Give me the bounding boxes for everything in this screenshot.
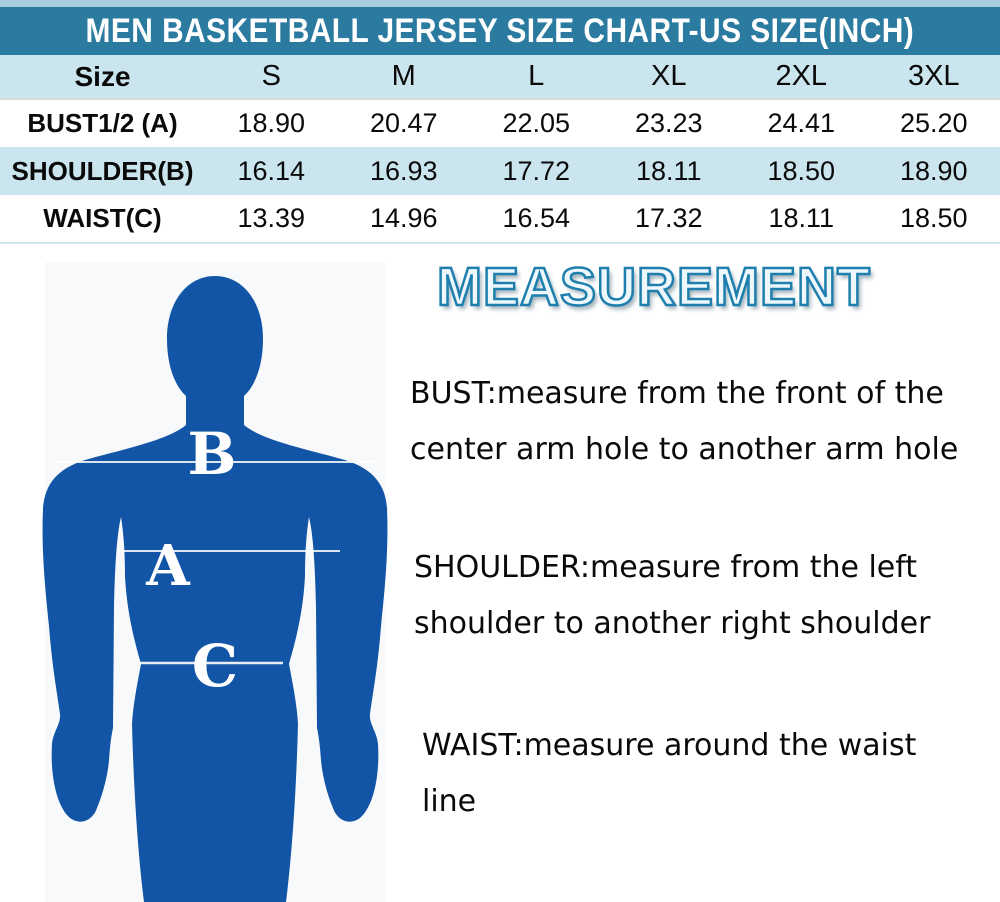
bust-instruction-line2: center arm hole to another arm hole: [410, 432, 959, 467]
row-label-shoulder: SHOULDER(B): [11, 155, 194, 186]
cell-bust-s: 18.90: [237, 108, 306, 138]
waist-instruction-line2: line: [422, 784, 477, 819]
size-table: Size S M L XL 2XL 3XL BUST1/2 (A) 18.90 …: [0, 55, 1000, 244]
waist-instruction-line1: WAIST:measure around the waist: [422, 728, 917, 763]
cell-bust-3xl: 25.20: [899, 108, 968, 138]
shoulder-instruction-line2: shoulder to another right shoulder: [414, 606, 931, 641]
cell-shoulder-l: 17.72: [502, 155, 571, 186]
bust-instruction-line1: BUST:measure from the front of the: [410, 376, 944, 411]
measurement-heading: MEASUREMENT: [436, 256, 872, 319]
col-header-3xl: 3XL: [907, 60, 960, 92]
figure-label-bust: A: [145, 533, 191, 599]
top-accent-strip: [0, 0, 1000, 7]
cell-bust-2xl: 24.41: [767, 108, 836, 138]
cell-bust-m: 20.47: [369, 108, 438, 138]
cell-shoulder-m: 16.93: [369, 155, 438, 186]
figure-label-shoulder: B: [187, 420, 236, 488]
shoulder-instruction-line1: SHOULDER:measure from the left: [414, 550, 918, 585]
cell-shoulder-s: 16.14: [237, 155, 306, 186]
waist-instruction: WAIST:measure around the waist line: [422, 718, 997, 830]
cell-waist-xl: 17.32: [634, 203, 703, 233]
cell-shoulder-xl: 18.11: [635, 155, 702, 186]
cell-bust-l: 22.05: [502, 108, 571, 138]
shoulder-instruction: SHOULDER:measure from the left shoulder …: [414, 540, 989, 652]
header-banner: MEN BASKETBALL JERSEY SIZE CHART-US SIZE…: [0, 7, 1000, 55]
body-shape-icon: [42, 276, 388, 902]
col-header-l: L: [528, 60, 545, 92]
cell-bust-xl: 23.23: [634, 108, 703, 138]
col-header-xl: XL: [651, 60, 687, 92]
size-table-header-row: Size S M L XL 2XL 3XL: [0, 55, 1000, 99]
bust-instruction: BUST:measure from the front of the cente…: [410, 366, 985, 478]
table-row-waist: WAIST(C) 13.39 14.96 16.54 17.32 18.11 1…: [0, 195, 1000, 243]
cell-shoulder-3xl: 18.90: [899, 155, 968, 186]
row-label-bust: BUST1/2 (A): [27, 108, 178, 138]
cell-waist-2xl: 18.11: [768, 203, 835, 233]
row-label-waist: WAIST(C): [43, 203, 162, 233]
cell-waist-s: 13.39: [237, 203, 306, 233]
cell-waist-m: 14.96: [369, 203, 438, 233]
male-body-silhouette: B A C: [42, 276, 388, 902]
col-header-m: M: [391, 60, 416, 92]
cell-waist-l: 16.54: [502, 203, 571, 233]
table-row-shoulder: SHOULDER(B) 16.14 16.93 17.72 18.11 18.5…: [0, 147, 1000, 195]
col-header-2xl: 2XL: [775, 60, 828, 92]
cell-shoulder-2xl: 18.50: [767, 155, 836, 186]
chart-title: MEN BASKETBALL JERSEY SIZE CHART-US SIZE…: [85, 11, 915, 50]
col-header-size: Size: [74, 60, 131, 92]
cell-waist-3xl: 18.50: [899, 203, 968, 233]
table-row-bust: BUST1/2 (A) 18.90 20.47 22.05 23.23 24.4…: [0, 99, 1000, 147]
figure-label-waist: C: [192, 632, 238, 700]
col-header-s: S: [261, 60, 281, 92]
